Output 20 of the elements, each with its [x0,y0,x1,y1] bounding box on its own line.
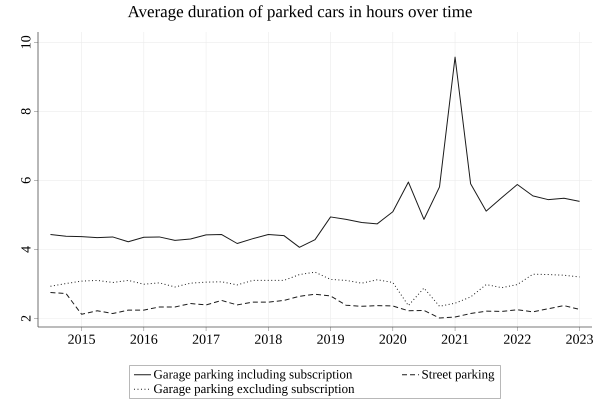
chart-title: Average duration of parked cars in hours over time [128,5,472,21]
x-tick-label: 2018 [254,334,282,344]
y-tick-label: 8 [21,108,30,114]
legend-label: Garage parking including subscription [154,370,352,382]
line-series [50,56,580,248]
legend-label: Garage parking excluding subscription [154,384,354,396]
x-tick-label: 2021 [442,334,468,344]
y-tick-label: 2 [21,316,30,322]
x-tick-label: 2022 [504,334,530,344]
y-tick-label: 6 [21,177,30,184]
y-tick-label: 4 [21,246,30,253]
x-tick-label: 2023 [566,334,593,344]
y-tick-label: 10 [21,36,30,48]
x-tick-label: 2017 [192,334,220,344]
x-tick-label: 2019 [317,334,344,344]
line-series [50,292,580,319]
x-tick-label: 2016 [130,334,158,344]
x-tick-label: 2015 [68,334,95,344]
legend-label: Street parking [422,370,494,382]
x-tick-label: 2020 [379,334,406,344]
